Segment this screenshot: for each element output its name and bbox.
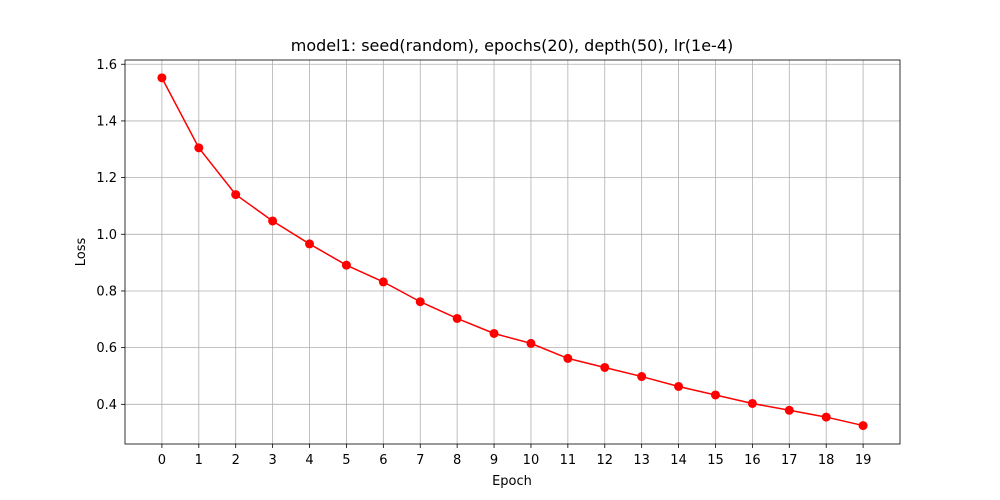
x-axis-label: Epoch <box>492 474 532 489</box>
loss-point <box>526 338 536 348</box>
loss-point <box>747 398 757 408</box>
loss-point <box>378 277 388 287</box>
x-tick-label: 8 <box>453 453 461 468</box>
chart-title: model1: seed(random), epochs(20), depth(… <box>291 36 734 55</box>
loss-point <box>305 239 315 249</box>
y-tick-label: 0.6 <box>96 341 117 356</box>
loss-point <box>268 216 278 226</box>
loss-point <box>489 328 499 338</box>
grid <box>125 60 900 444</box>
x-tick-label: 14 <box>670 453 687 468</box>
y-tick-label: 1.0 <box>96 228 117 243</box>
x-tick-label: 4 <box>305 453 313 468</box>
y-tick-label: 1.4 <box>96 114 117 129</box>
series-layer <box>157 73 868 431</box>
y-tick-label: 1.2 <box>96 171 117 186</box>
x-tick-label: 16 <box>744 453 761 468</box>
plot-frame <box>124 59 901 445</box>
y-axis-label: Loss <box>74 238 89 267</box>
y-tick-label: 1.6 <box>96 58 117 73</box>
x-tick-label: 13 <box>633 453 650 468</box>
x-tick-label: 19 <box>855 453 872 468</box>
x-tick-label: 0 <box>158 453 166 468</box>
x-tick-label: 18 <box>818 453 835 468</box>
loss-point <box>341 260 351 270</box>
loss-point <box>674 381 684 391</box>
y-tick-label: 0.8 <box>96 284 117 299</box>
y-tick-label: 0.4 <box>96 398 117 413</box>
x-tick-label: 3 <box>268 453 276 468</box>
x-tick-label: 2 <box>232 453 240 468</box>
loss-point <box>194 143 204 153</box>
loss-point <box>710 390 720 400</box>
loss-point <box>231 190 241 200</box>
loss-point <box>452 313 462 323</box>
loss-line <box>161 77 864 427</box>
loss-point <box>157 73 167 83</box>
x-tick-label: 5 <box>342 453 350 468</box>
x-tick-label: 15 <box>707 453 724 468</box>
x-tick-label: 6 <box>379 453 387 468</box>
loss-point <box>858 421 868 431</box>
x-tick-label: 10 <box>523 453 540 468</box>
x-tick-label: 11 <box>560 453 577 468</box>
x-tick-label: 9 <box>490 453 498 468</box>
x-tick-label: 7 <box>416 453 424 468</box>
loss-point <box>600 362 610 372</box>
loss-point <box>415 297 425 307</box>
x-tick-label: 1 <box>195 453 203 468</box>
loss-point <box>821 412 831 422</box>
loss-point <box>637 372 647 382</box>
x-tick-label: 17 <box>781 453 798 468</box>
ticks: 0 1 2 3 4 5 6 7 8 9 10 11 12 13 14 15 16 17 18 190.40.60.81… <box>96 58 871 468</box>
loss-point <box>784 405 794 415</box>
loss-point <box>563 353 573 363</box>
x-tick-label: 12 <box>596 453 613 468</box>
